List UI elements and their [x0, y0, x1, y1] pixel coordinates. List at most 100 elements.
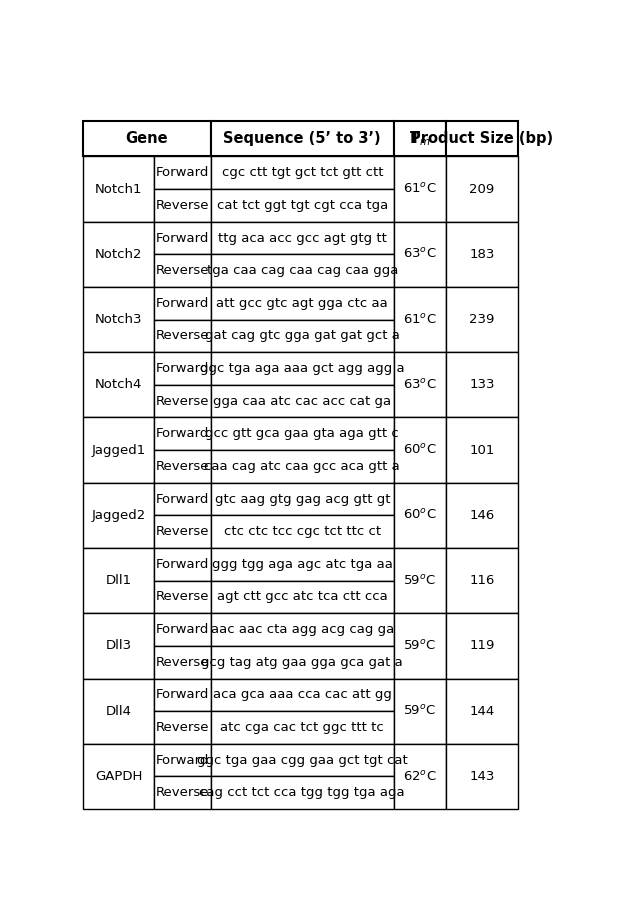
Text: 61$^o$C: 61$^o$C: [403, 313, 437, 326]
Text: 59$^o$C: 59$^o$C: [403, 704, 437, 718]
Text: Reverse: Reverse: [155, 786, 209, 800]
Bar: [154, 744, 211, 777]
Bar: [154, 777, 211, 809]
Text: ggc tga aga aaa gct agg agg a: ggc tga aga aaa gct agg agg a: [200, 362, 404, 375]
Bar: [84, 548, 154, 613]
Bar: [445, 287, 518, 352]
Bar: [154, 646, 211, 679]
Text: ctc ctc tcc cgc tct ttc ct: ctc ctc tcc cgc tct ttc ct: [224, 525, 381, 538]
Text: Reverse: Reverse: [155, 656, 209, 668]
Text: Reverse: Reverse: [155, 264, 209, 277]
Bar: [154, 352, 211, 385]
Text: Forward: Forward: [156, 558, 209, 570]
Bar: [154, 417, 211, 450]
Text: Dll3: Dll3: [106, 639, 132, 652]
Bar: [211, 121, 394, 157]
Bar: [211, 482, 394, 515]
Bar: [445, 548, 518, 613]
Bar: [445, 679, 518, 744]
Bar: [211, 222, 394, 254]
Bar: [154, 613, 211, 646]
Text: Forward: Forward: [156, 689, 209, 702]
Bar: [394, 417, 445, 482]
Bar: [84, 222, 154, 287]
Text: 59$^o$C: 59$^o$C: [403, 574, 437, 588]
Text: Forward: Forward: [156, 166, 209, 179]
Text: 61$^o$C: 61$^o$C: [403, 182, 437, 196]
Text: 60$^o$C: 60$^o$C: [403, 508, 437, 523]
Bar: [394, 287, 445, 352]
Bar: [154, 157, 211, 189]
Bar: [211, 352, 394, 385]
Text: aca gca aaa cca cac att gg: aca gca aaa cca cac att gg: [213, 689, 392, 702]
Text: gga caa atc cac acc cat ga: gga caa atc cac acc cat ga: [213, 394, 391, 408]
Text: Notch3: Notch3: [95, 313, 143, 326]
Text: Forward: Forward: [156, 754, 209, 767]
Text: cat tct ggt tgt cgt cca tga: cat tct ggt tgt cgt cca tga: [216, 199, 388, 212]
Text: Notch2: Notch2: [95, 248, 143, 260]
Text: 59$^o$C: 59$^o$C: [403, 639, 437, 653]
Bar: [84, 417, 154, 482]
Text: Dll4: Dll4: [106, 704, 132, 718]
Text: gat cag gtc gga gat gat gct a: gat cag gtc gga gat gat gct a: [205, 329, 400, 342]
Text: 144: 144: [469, 704, 494, 718]
Text: Product Size (bp): Product Size (bp): [410, 131, 554, 146]
Bar: [211, 254, 394, 287]
Bar: [211, 744, 394, 777]
Bar: [211, 287, 394, 320]
Text: Reverse: Reverse: [155, 394, 209, 408]
Bar: [211, 157, 394, 189]
Bar: [84, 157, 154, 222]
Bar: [154, 679, 211, 712]
Bar: [211, 320, 394, 352]
Bar: [154, 320, 211, 352]
Text: ttg aca acc gcc agt gtg tt: ttg aca acc gcc agt gtg tt: [218, 231, 387, 245]
Text: 143: 143: [469, 770, 494, 783]
Text: Reverse: Reverse: [155, 591, 209, 603]
Bar: [154, 222, 211, 254]
Bar: [154, 548, 211, 580]
Bar: [394, 482, 445, 548]
Text: gcc gtt gca gaa gta aga gtt c: gcc gtt gca gaa gta aga gtt c: [206, 427, 399, 440]
Bar: [445, 222, 518, 287]
Text: 239: 239: [469, 313, 494, 326]
Text: GAPDH: GAPDH: [95, 770, 143, 783]
Bar: [154, 450, 211, 482]
Text: caa cag atc caa gcc aca gtt a: caa cag atc caa gcc aca gtt a: [204, 460, 400, 473]
Text: tga caa cag caa cag caa gga: tga caa cag caa cag caa gga: [206, 264, 398, 277]
Text: Reverse: Reverse: [155, 525, 209, 538]
Text: 183: 183: [469, 248, 494, 260]
Bar: [84, 613, 154, 679]
Bar: [84, 482, 154, 548]
Bar: [394, 157, 445, 222]
Text: 116: 116: [469, 574, 494, 587]
Bar: [211, 189, 394, 222]
Text: Notch1: Notch1: [95, 182, 143, 195]
Text: Jagged1: Jagged1: [92, 444, 146, 457]
Text: cgc ctt tgt gct tct gtt ctt: cgc ctt tgt gct tct gtt ctt: [221, 166, 383, 179]
Text: ggg tgg aga agc atc tga aa: ggg tgg aga agc atc tga aa: [212, 558, 392, 570]
Text: Forward: Forward: [156, 362, 209, 375]
Text: 63$^o$C: 63$^o$C: [403, 248, 437, 261]
Text: Forward: Forward: [156, 297, 209, 310]
Text: ggc tga gaa cgg gaa gct tgt cat: ggc tga gaa cgg gaa gct tgt cat: [197, 754, 408, 767]
Text: att gcc gtc agt gga ctc aa: att gcc gtc agt gga ctc aa: [216, 297, 388, 310]
Text: Sequence (5’ to 3’): Sequence (5’ to 3’): [223, 131, 381, 146]
Bar: [84, 352, 154, 417]
Bar: [211, 450, 394, 482]
Text: Forward: Forward: [156, 427, 209, 440]
Text: 62$^o$C: 62$^o$C: [403, 769, 437, 783]
Bar: [84, 744, 154, 809]
Bar: [394, 548, 445, 613]
Bar: [211, 777, 394, 809]
Bar: [154, 189, 211, 222]
Bar: [154, 712, 211, 744]
Text: cag cct tct cca tgg tgg tga aga: cag cct tct cca tgg tgg tga aga: [199, 786, 405, 800]
Bar: [84, 121, 211, 157]
Bar: [394, 744, 445, 809]
Bar: [154, 287, 211, 320]
Bar: [445, 417, 518, 482]
Text: 101: 101: [469, 444, 494, 457]
Bar: [445, 352, 518, 417]
Text: Forward: Forward: [156, 623, 209, 636]
